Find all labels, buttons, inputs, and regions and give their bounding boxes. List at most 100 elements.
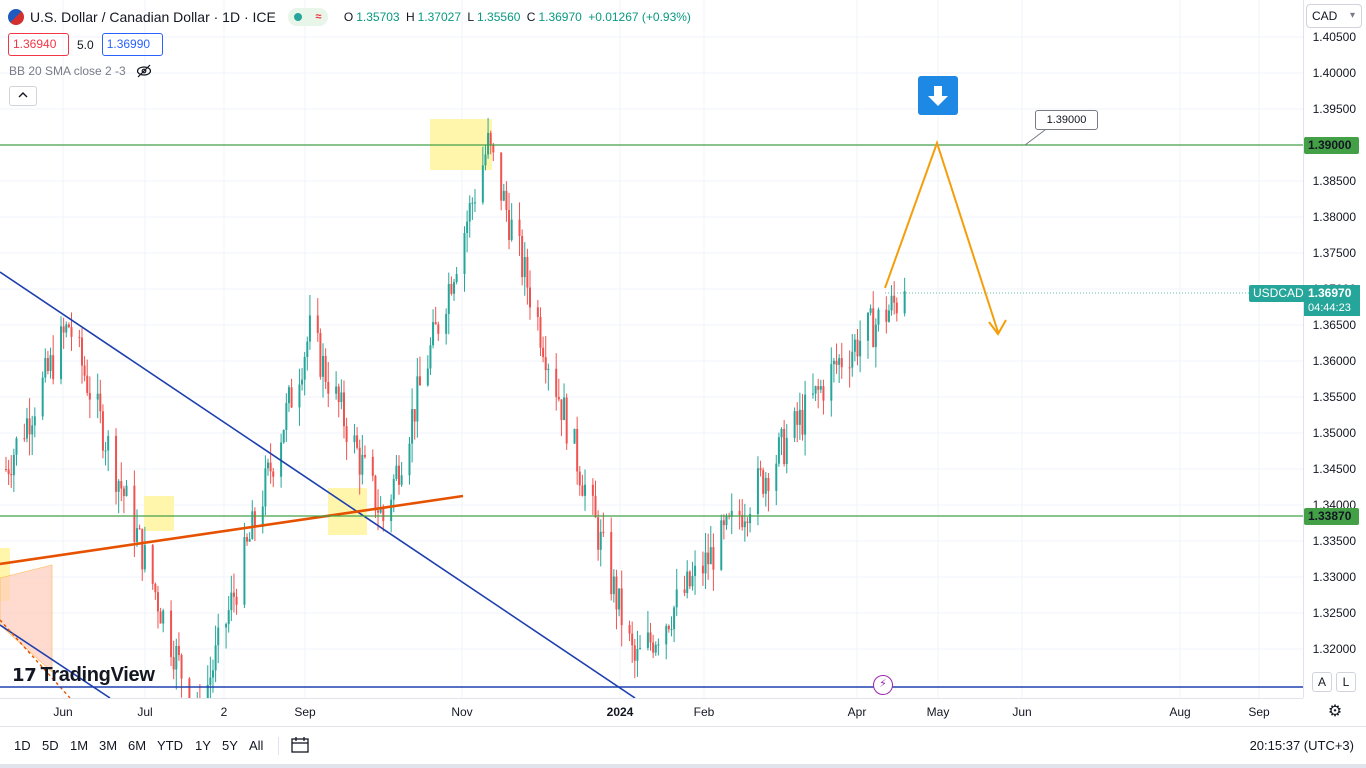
candle-down — [872, 308, 875, 348]
candle-down — [712, 547, 715, 570]
candle-down — [272, 471, 275, 477]
candle-down — [835, 360, 838, 365]
buy-button[interactable]: 1.36990 — [101, 33, 163, 56]
eye-hidden-icon[interactable] — [136, 64, 152, 78]
market-status-badge[interactable]: ≈ — [287, 8, 328, 26]
candle-down — [172, 657, 175, 670]
candle-down — [363, 454, 366, 457]
indicator-legend[interactable]: BB 20 SMA close 2 -3 — [9, 64, 152, 78]
candle-down — [526, 257, 529, 288]
candle-down — [565, 397, 568, 444]
candle-down — [235, 596, 238, 605]
time-tick-label: Apr — [847, 705, 867, 719]
candle-up — [125, 485, 128, 497]
candle-down — [120, 481, 123, 489]
candle-down — [610, 532, 613, 595]
candle-up — [225, 624, 228, 628]
auto-scale-button[interactable]: A — [1312, 672, 1332, 692]
range-button-5d[interactable]: 5D — [42, 738, 59, 753]
time-tick-label: Sep — [294, 705, 316, 719]
candle-down — [170, 610, 173, 658]
candle-down — [822, 386, 825, 401]
candle-up — [41, 377, 44, 417]
candle-down — [83, 365, 86, 376]
log-scale-button[interactable]: L — [1336, 672, 1356, 692]
candle-up — [874, 324, 877, 348]
candle-up — [31, 425, 34, 435]
candle-up — [563, 397, 566, 421]
calendar-icon[interactable] — [290, 736, 310, 754]
currency-select[interactable]: CAD ▾ — [1306, 4, 1362, 28]
candle-down — [620, 588, 623, 626]
candle-down — [505, 190, 508, 210]
candle-up — [612, 576, 615, 595]
clock[interactable]: 20:15:37 (UTC+3) — [1249, 738, 1354, 753]
candle-up — [484, 154, 487, 166]
event-bolt-icon[interactable]: ⚡ — [873, 675, 893, 695]
range-button-3m[interactable]: 3M — [99, 738, 118, 753]
time-axis[interactable]: Jun Jul 2 Sep Nov 2024 Feb Apr May Jun Aug Sep — [0, 698, 1303, 726]
candle-up — [599, 531, 602, 550]
candle-down — [767, 477, 770, 491]
candle-down — [377, 510, 380, 513]
candle-up — [306, 341, 309, 357]
candle-down — [542, 347, 545, 358]
price-chart[interactable] — [0, 0, 1303, 698]
candle-up — [408, 443, 411, 476]
sell-button[interactable]: 1.36940 — [8, 33, 69, 56]
range-button-1y[interactable]: 1Y — [195, 738, 211, 753]
candle-up — [887, 310, 890, 322]
range-button-1m[interactable]: 1M — [70, 738, 89, 753]
time-tick-label: 2024 — [606, 705, 634, 719]
candle-up — [230, 592, 233, 611]
candle-up — [251, 511, 254, 539]
candle-down — [398, 465, 400, 485]
candle-down — [156, 592, 159, 612]
candle-down — [536, 307, 539, 317]
candle-down — [356, 435, 359, 448]
gear-icon[interactable]: ⚙ — [1327, 703, 1343, 720]
range-button-5y[interactable]: 5Y — [222, 738, 238, 753]
symbol-title[interactable]: U.S. Dollar / Canadian Dollar · 1D · ICE — [30, 9, 276, 25]
candle-up — [775, 463, 778, 491]
forecast-path — [884, 139, 999, 333]
highlight-zone — [144, 496, 174, 531]
candle-up — [282, 429, 285, 443]
candle-down — [327, 381, 330, 394]
candle-up — [798, 409, 801, 425]
wave-icon: ≈ — [315, 11, 322, 23]
time-tick-label: Feb — [693, 705, 715, 719]
candle-up — [227, 610, 230, 625]
candle-up — [217, 627, 220, 646]
candle-up — [720, 520, 723, 570]
candle-up — [15, 438, 18, 455]
price-tick-label: 1.36000 — [1312, 354, 1356, 368]
collapse-legend-button[interactable] — [9, 86, 37, 106]
candle-up — [264, 468, 267, 507]
candle-down — [544, 357, 547, 371]
candle-down — [649, 632, 652, 643]
candle-up — [547, 368, 550, 371]
candle-down — [180, 655, 183, 679]
range-button-all[interactable]: All — [249, 738, 264, 753]
time-tick-label: Jun — [53, 705, 73, 719]
close-value: 1.36970 — [538, 10, 582, 24]
measure-zone — [0, 564, 53, 673]
range-button-ytd[interactable]: YTD — [157, 738, 183, 753]
range-button-1d[interactable]: 1D — [14, 738, 31, 753]
bottom-toolbar: 20:15:37 (UTC+3) 1D 5D 1M 3M 6M YTD 1Y 5Y All — [0, 726, 1366, 764]
candle-down — [631, 633, 634, 646]
candle-up — [853, 339, 856, 352]
candle-down — [177, 646, 180, 656]
candle-down — [86, 375, 89, 393]
candle-up — [749, 514, 752, 524]
price-axis[interactable]: 1.40500 1.40000 1.39500 1.39000 1.38500 1.380… — [1303, 0, 1366, 698]
blue-trendline-lower — [0, 624, 111, 698]
candle-down — [52, 355, 55, 380]
candle-up — [869, 308, 872, 313]
price-tick-label: 1.36500 — [1312, 318, 1356, 332]
candle-up — [502, 190, 505, 201]
candle-down — [597, 517, 600, 550]
candle-up — [361, 454, 364, 475]
range-button-6m[interactable]: 6M — [128, 738, 147, 753]
